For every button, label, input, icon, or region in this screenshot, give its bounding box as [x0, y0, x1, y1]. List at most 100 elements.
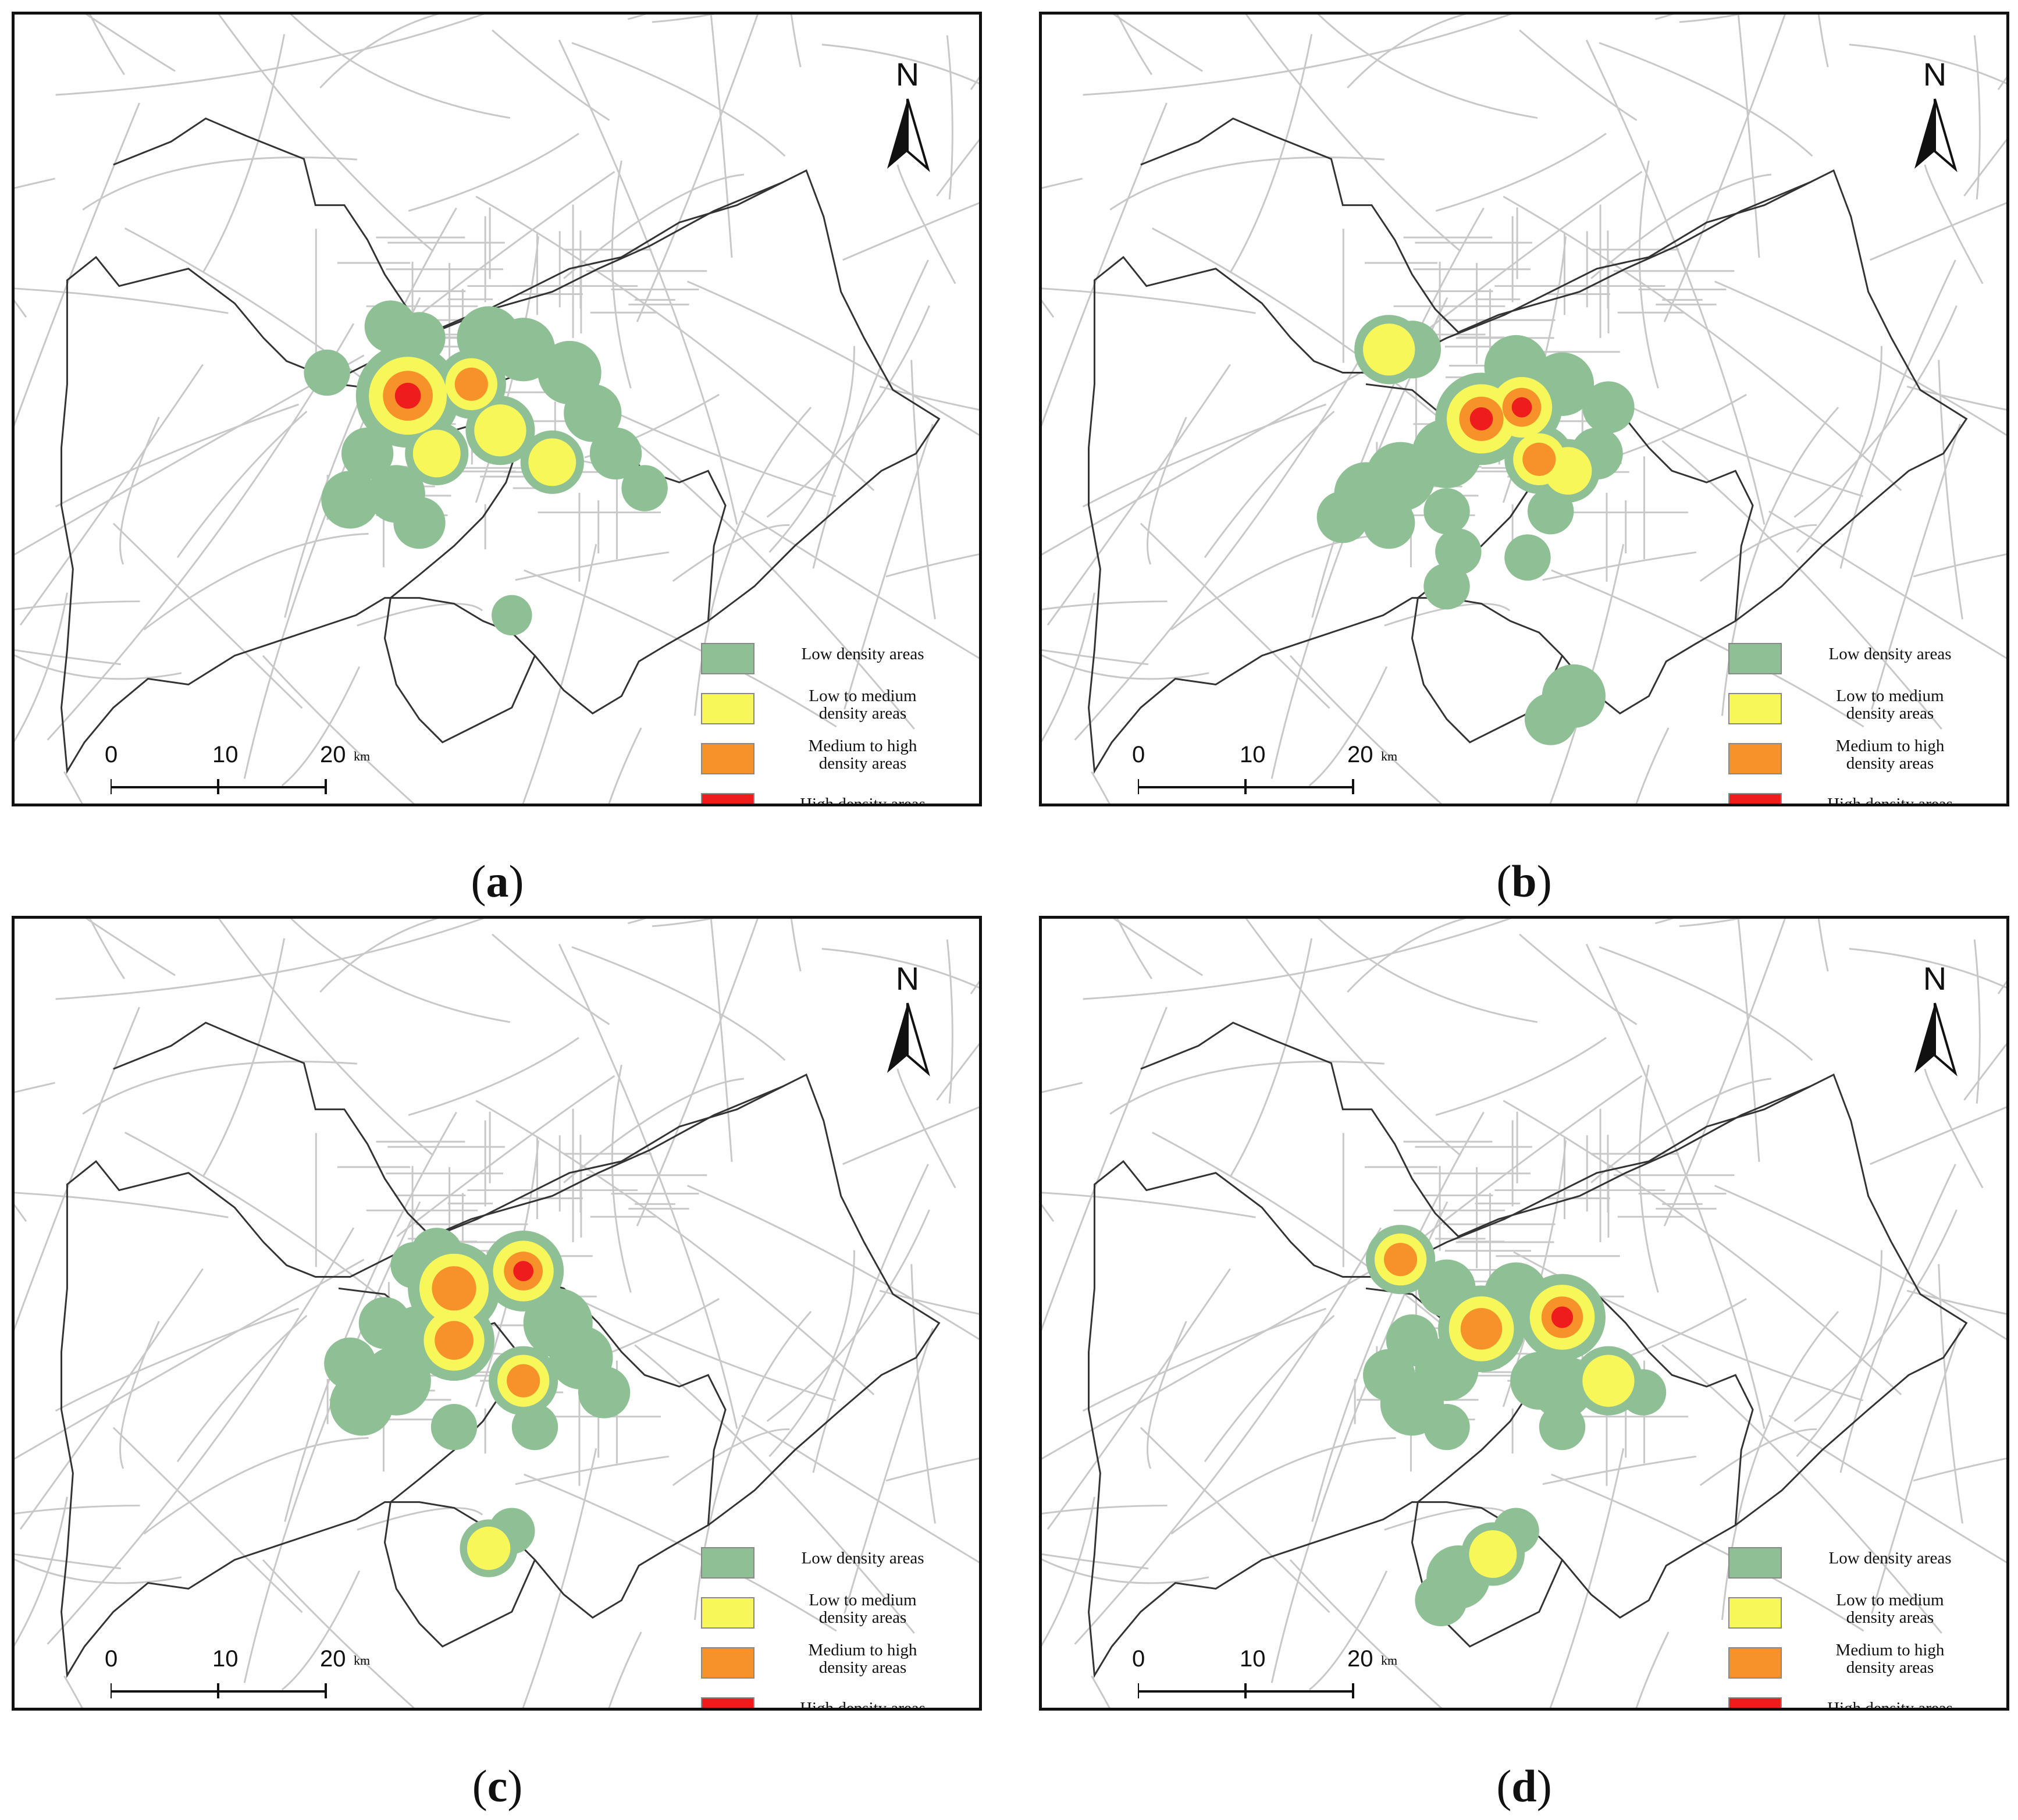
- legend-label: Low to medium density areas: [1803, 1591, 1977, 1626]
- road: [1913, 553, 2006, 578]
- road: [1924, 1068, 1984, 1189]
- road: [636, 15, 759, 322]
- road: [15, 287, 229, 314]
- scale-tick-label: 0: [1132, 1646, 1145, 1672]
- legend-swatch: [1728, 693, 1782, 724]
- legend-label: High density areas: [775, 795, 950, 804]
- density-low: [564, 384, 622, 442]
- legend-label: Low to medium density areas: [1803, 687, 1977, 722]
- north-label: N: [895, 56, 920, 93]
- legend-item: High density areas: [701, 787, 969, 804]
- legend: Low density areas Low to medium density ar…: [701, 637, 969, 804]
- legend-label-line: Low density areas: [1828, 645, 1952, 663]
- road: [1638, 1064, 1659, 1293]
- road: [879, 1289, 979, 1315]
- road: [284, 207, 457, 618]
- scale-unit: km: [354, 1653, 371, 1668]
- legend-label-line: Medium to high: [1835, 737, 1945, 755]
- legend-swatch: [701, 693, 754, 724]
- scale-tick-label: 20: [320, 1646, 346, 1672]
- legend-swatch: [1728, 1697, 1782, 1708]
- road: [766, 1209, 930, 1422]
- legend-label-line: Low density areas: [801, 645, 924, 663]
- legend-swatch: [1728, 1597, 1782, 1629]
- legend: Low density areas Low to medium density ar…: [1728, 637, 1996, 804]
- road: [1817, 919, 1829, 972]
- density-low: [1504, 534, 1551, 581]
- road: [1871, 1328, 1961, 1614]
- road: [1042, 1553, 1148, 1570]
- legend-item: Low to medium density areas: [701, 1591, 969, 1641]
- road: [15, 1192, 229, 1218]
- scale-unit: km: [1381, 749, 1398, 763]
- road: [766, 305, 930, 518]
- road: [672, 1428, 790, 1487]
- legend-label-line: density areas: [818, 1608, 907, 1627]
- legend-item: Medium to high density areas: [1728, 1641, 1996, 1691]
- road: [821, 44, 979, 85]
- district-boundary: [383, 598, 536, 744]
- road: [522, 1448, 597, 1708]
- legend-label-line: Low to medium: [809, 687, 917, 705]
- road: [1042, 1192, 1256, 1218]
- road: [1661, 1344, 1942, 1634]
- caption-d: (d): [1496, 1761, 1552, 1811]
- legend-label: Low density areas: [1803, 645, 1977, 663]
- road: [1849, 44, 2006, 85]
- density-low: [1316, 490, 1369, 543]
- road: [492, 29, 610, 121]
- road: [15, 354, 365, 556]
- density-low: [578, 1366, 631, 1419]
- north-arrow-icon: [887, 1003, 930, 1076]
- road: [1973, 939, 1981, 1104]
- density-low-medium: [467, 1526, 511, 1570]
- road: [55, 403, 300, 508]
- road: [768, 346, 855, 553]
- legend-label-line: Medium to high: [808, 737, 917, 755]
- density-high: [513, 1261, 534, 1281]
- road: [910, 1264, 936, 1524]
- road: [1289, 655, 1443, 804]
- road: [1140, 1427, 1330, 1613]
- road: [357, 1507, 483, 1531]
- road-network: [1042, 919, 2006, 1708]
- road: [634, 440, 915, 730]
- road: [202, 938, 286, 1178]
- road: [408, 1037, 579, 1116]
- density-low: [1510, 1352, 1568, 1410]
- district-boundary: [113, 117, 784, 333]
- legend-label: High density areas: [1803, 1700, 1977, 1708]
- road: [112, 522, 303, 709]
- road: [790, 919, 802, 972]
- road: [652, 15, 715, 23]
- legend-label: Low density areas: [775, 645, 950, 663]
- road: [1317, 919, 1538, 1023]
- road: [1635, 1631, 1670, 1708]
- road: [1906, 385, 2006, 411]
- road: [47, 1227, 355, 1645]
- north-arrow-icon: [887, 98, 930, 172]
- road: [768, 1250, 855, 1458]
- district-boundary: [1140, 1021, 1811, 1238]
- road: [1042, 1203, 1055, 1222]
- road: [1311, 1111, 1485, 1522]
- road: [1849, 948, 2006, 989]
- road: [1042, 600, 1168, 610]
- road: [1796, 1250, 1882, 1458]
- road: [634, 1344, 915, 1634]
- density-low-medium: [1582, 1355, 1635, 1407]
- scale-tick-label: 20: [1347, 742, 1373, 767]
- density-high: [394, 382, 421, 409]
- road: [1042, 1505, 1168, 1515]
- density-low-medium: [412, 429, 461, 478]
- legend-item: Medium to high density areas: [701, 1641, 969, 1691]
- road: [1289, 1559, 1443, 1708]
- road: [611, 1064, 632, 1293]
- road: [1147, 1321, 1187, 1469]
- legend-swatch: [1728, 743, 1782, 774]
- legend-swatch: [1728, 793, 1782, 804]
- road: [1229, 938, 1313, 1178]
- road: [1112, 919, 1203, 976]
- density-hotspots: [324, 1228, 631, 1577]
- road: [1599, 42, 1813, 157]
